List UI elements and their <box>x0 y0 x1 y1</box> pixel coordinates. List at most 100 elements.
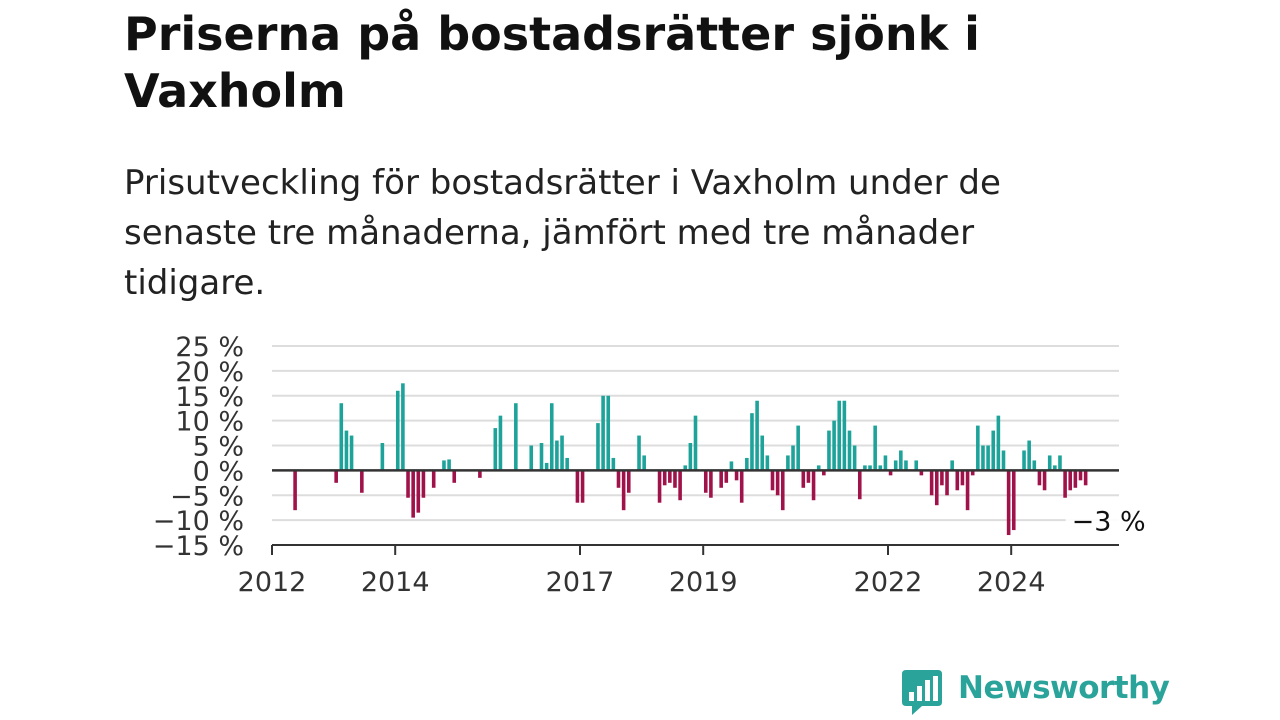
bar <box>883 455 888 471</box>
bar <box>549 403 554 471</box>
bar <box>657 470 662 503</box>
bar <box>339 403 344 471</box>
bar <box>955 470 960 491</box>
bar <box>786 455 790 471</box>
bar <box>678 470 682 501</box>
bar <box>606 395 611 471</box>
bar <box>514 403 518 471</box>
bar <box>442 460 446 471</box>
bar <box>950 460 954 471</box>
bar <box>493 428 498 471</box>
chart-title: Priserna på bostadsrätter sjönk i Vaxhol… <box>124 7 980 118</box>
bar <box>1053 465 1057 471</box>
bar <box>934 470 939 506</box>
y-tick-label: 0 % <box>193 456 244 487</box>
bar <box>750 413 754 471</box>
bar <box>801 470 806 488</box>
bar <box>822 470 826 476</box>
bar <box>344 430 349 471</box>
bar <box>452 470 457 483</box>
bar <box>1032 460 1037 471</box>
bar <box>601 395 605 471</box>
bar <box>888 470 893 476</box>
bar <box>596 423 600 471</box>
bar <box>929 470 934 496</box>
bar <box>416 470 421 513</box>
bar <box>765 455 770 471</box>
bar <box>827 430 831 471</box>
bar <box>411 470 415 518</box>
bar <box>688 443 693 471</box>
bar <box>755 400 759 471</box>
bar <box>1011 470 1016 531</box>
bar <box>662 470 667 486</box>
bar <box>421 470 426 498</box>
x-tick-label: 2014 <box>361 567 430 598</box>
bar <box>873 425 877 471</box>
bar <box>970 470 975 476</box>
y-tick-label: 20 % <box>175 357 244 388</box>
x-tick-label: 2019 <box>669 567 738 598</box>
bar <box>544 462 549 471</box>
bar <box>965 470 970 511</box>
bar <box>565 457 569 471</box>
bar <box>616 470 621 488</box>
bar <box>863 465 867 471</box>
bar <box>529 445 534 471</box>
bar <box>816 465 821 471</box>
bar <box>724 470 729 483</box>
bar <box>719 470 723 488</box>
bar <box>293 470 297 511</box>
bar <box>1042 470 1047 491</box>
bar <box>832 420 836 471</box>
bar <box>1078 470 1083 481</box>
bar <box>709 470 713 498</box>
bar <box>575 470 580 503</box>
bar <box>847 430 852 471</box>
annotation-label: −3 % <box>1072 506 1146 537</box>
bar <box>976 425 980 471</box>
y-tick-label: −5 % <box>170 481 244 512</box>
bar <box>1001 450 1006 471</box>
newsworthy-logo-icon <box>902 670 942 715</box>
bar <box>852 445 857 471</box>
bar <box>940 470 944 486</box>
y-tick-label: 5 % <box>193 432 244 463</box>
bar <box>981 445 985 471</box>
bar <box>1037 470 1042 486</box>
bar <box>555 440 559 471</box>
bar <box>668 470 672 483</box>
bar <box>431 470 436 488</box>
bar <box>621 470 626 511</box>
bar <box>380 443 385 471</box>
bar <box>395 390 400 471</box>
y-tick-label: 10 % <box>175 407 244 438</box>
bar <box>760 435 765 471</box>
bar <box>878 465 883 471</box>
x-tick-label: 2017 <box>546 567 615 598</box>
annotation-background <box>1065 502 1138 537</box>
bar <box>498 415 503 471</box>
bar <box>729 461 734 471</box>
bar <box>560 435 564 471</box>
bar <box>1068 470 1073 491</box>
bar <box>349 435 354 471</box>
bar <box>904 460 908 471</box>
brand-logo: Newsworthy <box>900 668 1170 716</box>
chart-subtitle: Prisutveckling för bostadsrätter i Vaxho… <box>124 163 1001 303</box>
bar <box>857 470 862 500</box>
bar <box>683 465 688 471</box>
brand-name: Newsworthy <box>958 670 1170 706</box>
bar <box>739 470 744 503</box>
bar <box>673 470 677 488</box>
bar <box>401 383 405 471</box>
bar <box>693 415 698 471</box>
bar <box>447 459 451 471</box>
bar <box>1047 455 1052 471</box>
y-tick-label: 15 % <box>175 382 244 413</box>
bar <box>360 470 364 493</box>
y-tick-label: −10 % <box>153 506 244 537</box>
bar <box>986 445 990 471</box>
bar <box>1073 470 1078 488</box>
bar <box>580 470 585 503</box>
